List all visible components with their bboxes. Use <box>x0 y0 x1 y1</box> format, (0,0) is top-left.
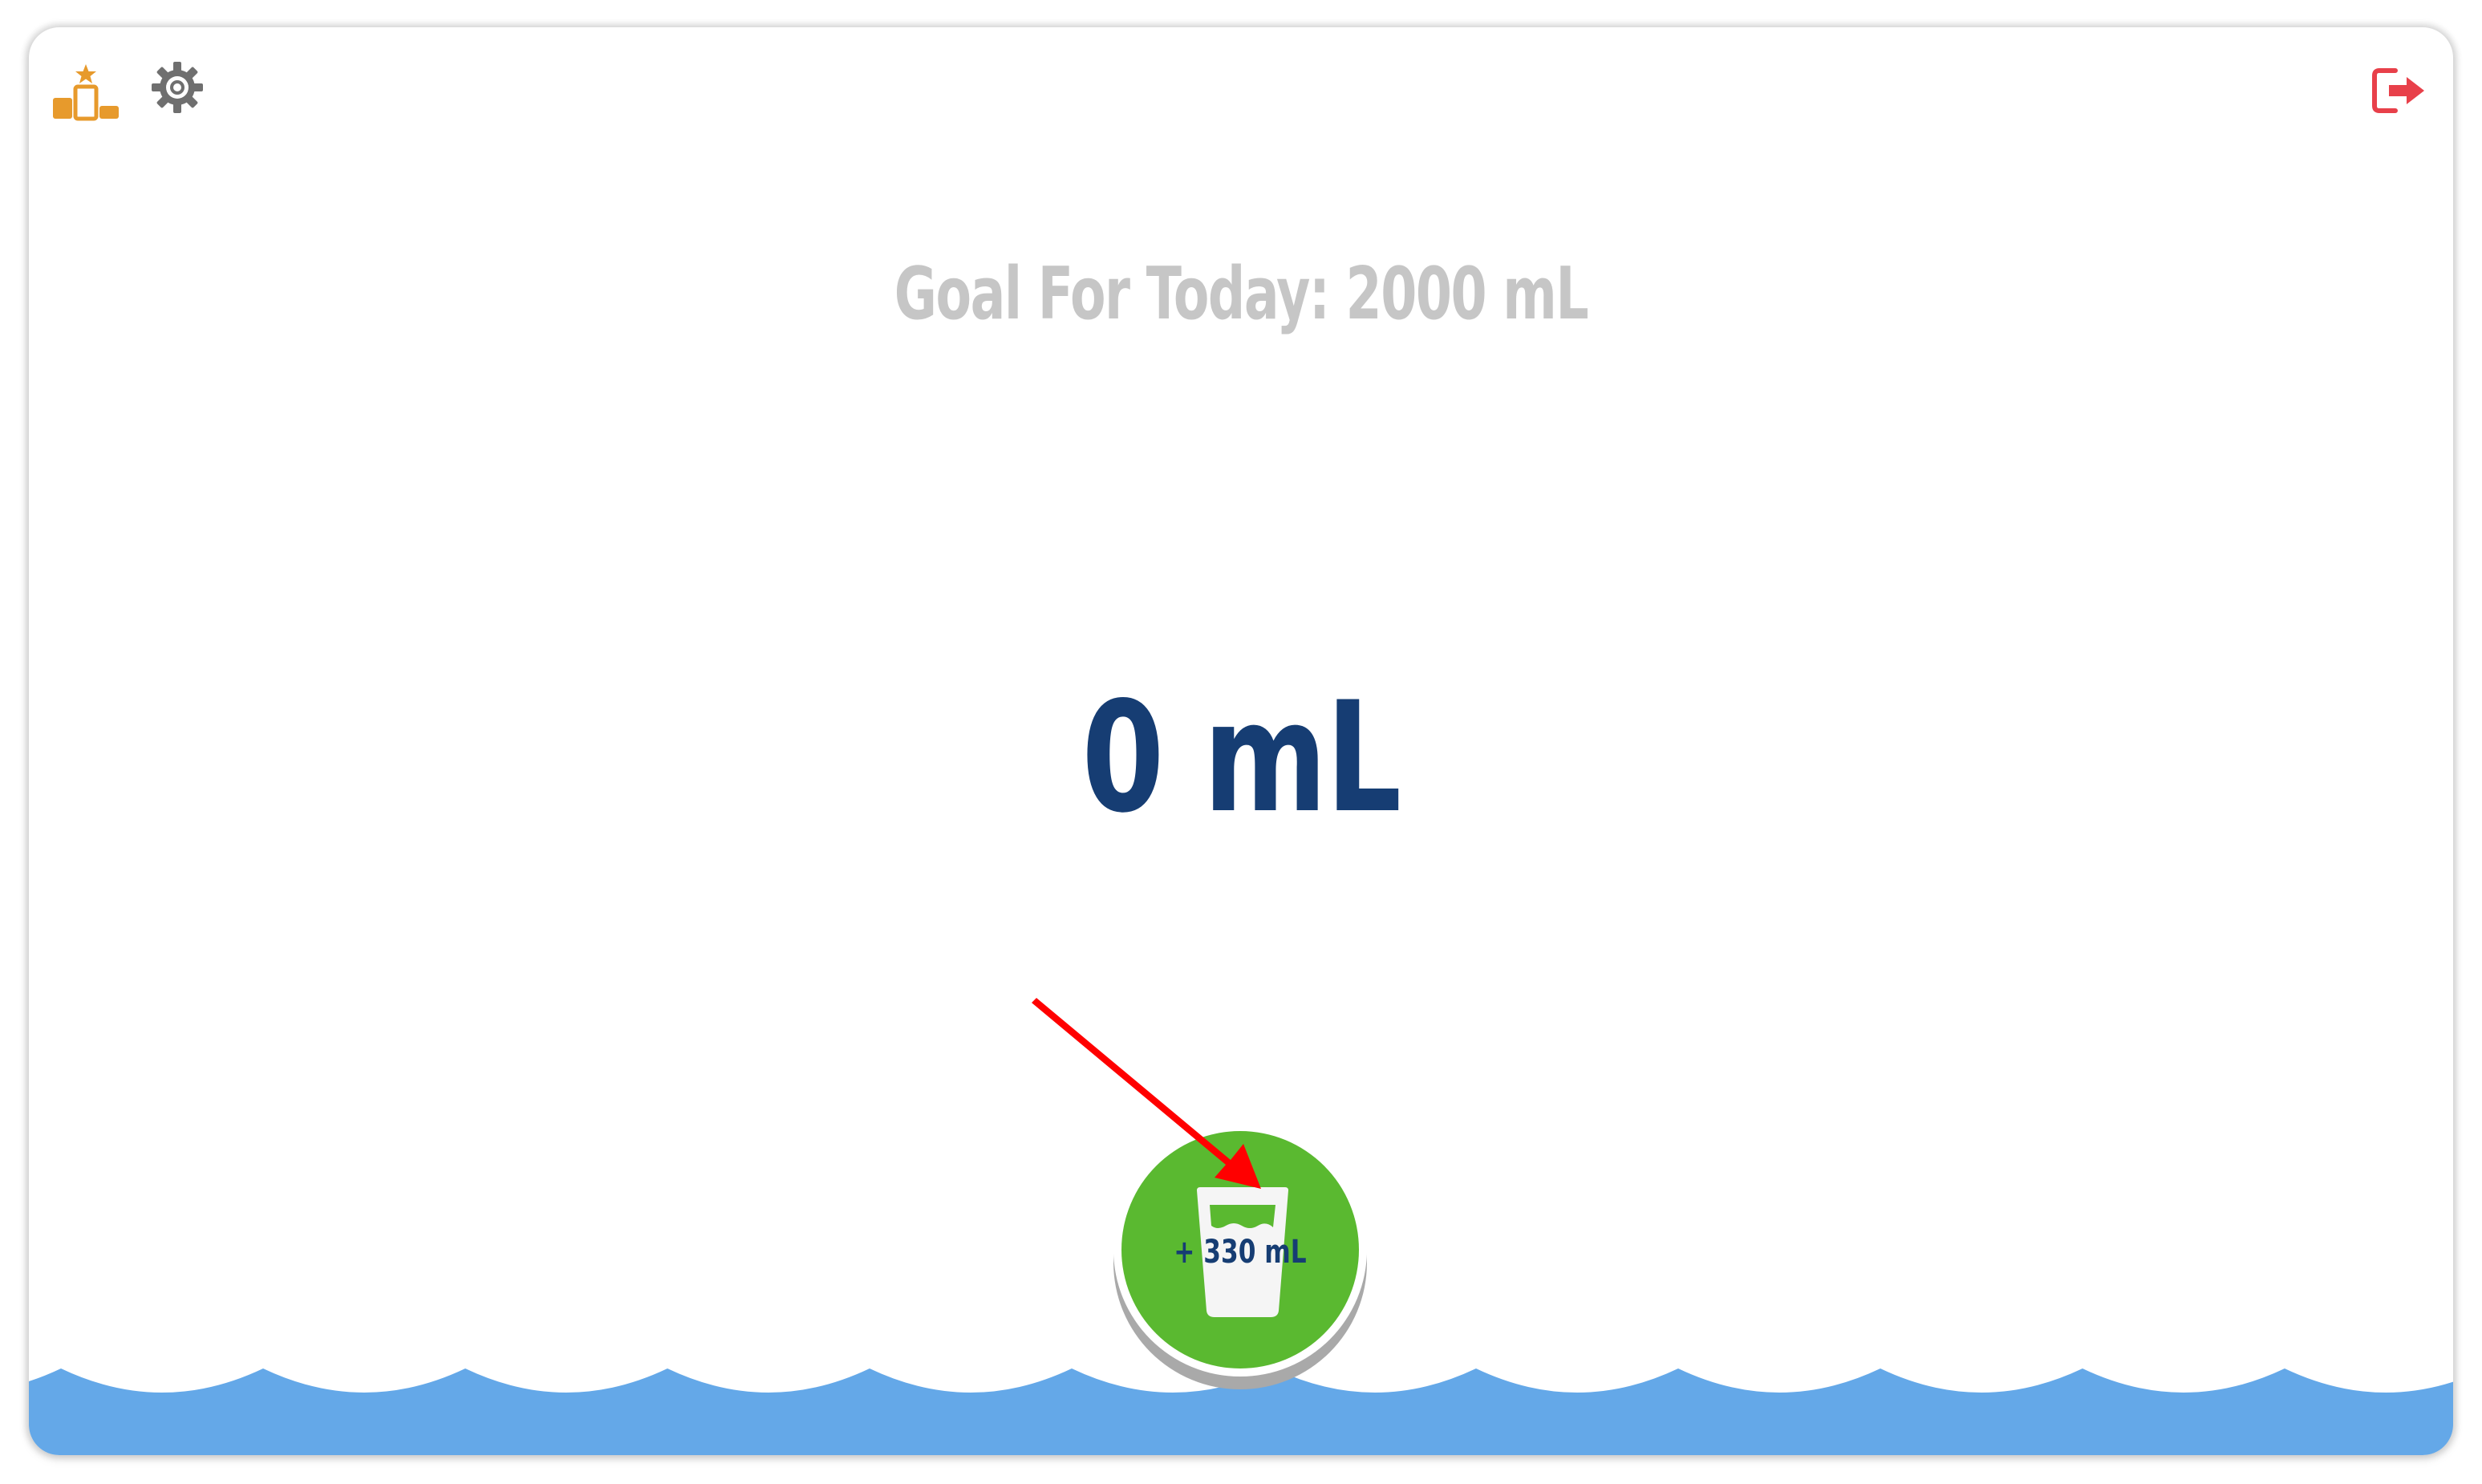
settings-button[interactable] <box>149 59 205 116</box>
leaderboard-podium-icon <box>53 64 119 121</box>
current-intake-amount: 0 mL <box>1081 669 1401 846</box>
water-waves <box>29 1368 2453 1455</box>
logout-icon <box>2372 68 2424 113</box>
add-water-amount-label: + 330 mL <box>1174 1234 1307 1271</box>
add-water-button[interactable]: + 330 mL <box>1113 1123 1367 1377</box>
gear-icon <box>152 62 203 113</box>
leaderboard-button[interactable] <box>50 61 122 125</box>
logout-button[interactable] <box>2368 63 2432 119</box>
cup-icon <box>1197 1187 1288 1317</box>
add-water-button-face: + 330 mL <box>1121 1131 1359 1368</box>
app-card: Goal For Today: 2000 mL 0 mL + 330 mL <box>29 27 2453 1455</box>
goal-for-today-label: Goal For Today: 2000 mL <box>894 252 1589 336</box>
